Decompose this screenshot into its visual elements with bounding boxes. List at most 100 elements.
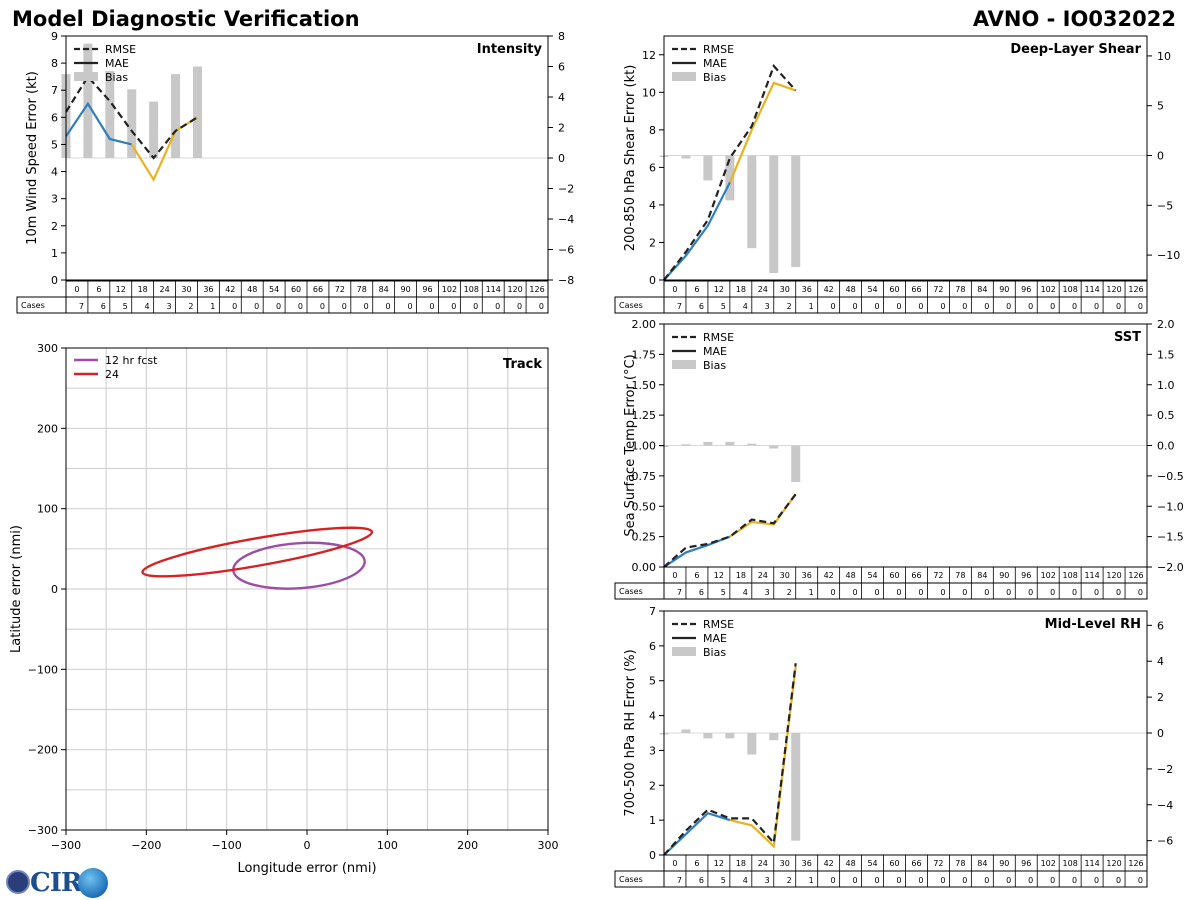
tau-label: 42: [824, 285, 834, 294]
case-count: 0: [874, 588, 879, 597]
y2-tick-label: 5: [1157, 100, 1164, 113]
tau-label: 84: [977, 859, 987, 868]
x-tick-label: 200: [457, 839, 478, 852]
case-count: 4: [743, 302, 748, 311]
tau-label: 90: [400, 285, 410, 294]
y-tick-label: 0: [51, 583, 58, 596]
cases-label: Cases: [21, 301, 45, 310]
cases-label-cell: [614, 582, 665, 600]
y-tick-label: 200: [37, 422, 58, 435]
case-count: 0: [831, 876, 836, 885]
bias-bar-12: [703, 441, 713, 446]
case-count: 0: [276, 302, 281, 311]
case-count: 0: [1094, 302, 1099, 311]
x-axis-label: Longitude error (nmi): [237, 861, 376, 876]
y-tick-label: 9: [51, 30, 58, 43]
tau-label: 6: [694, 859, 699, 868]
tau-label: 72: [335, 285, 345, 294]
tau-label: 108: [1063, 859, 1078, 868]
y2-tick-label: −4: [558, 213, 574, 226]
tau-label: 108: [1063, 571, 1078, 580]
case-count: 3: [166, 302, 171, 311]
case-count: 0: [451, 302, 456, 311]
case-count: 0: [1028, 588, 1033, 597]
tau-label: 48: [846, 571, 856, 580]
y-tick-label: 8: [51, 57, 58, 70]
case-count: 0: [232, 302, 237, 311]
tau-label: 102: [1041, 285, 1056, 294]
y2-tick-label: −5: [1157, 199, 1173, 212]
y-tick-label: −200: [28, 744, 58, 757]
x-tick-label: −100: [212, 839, 242, 852]
case-count: 0: [896, 876, 901, 885]
case-count: 1: [210, 302, 215, 311]
panel-title: Deep-Layer Shear: [1010, 42, 1141, 57]
mae-line-late: [729, 666, 797, 849]
case-count: 0: [896, 302, 901, 311]
case-count: 0: [984, 588, 989, 597]
tau-label: 66: [313, 285, 323, 294]
y2-tick-label: −2: [1157, 763, 1173, 776]
tau-label: 126: [1128, 285, 1143, 294]
bias-bar-18: [127, 89, 137, 158]
case-count: 0: [1094, 588, 1099, 597]
y-tick-label: 0.00: [632, 561, 657, 574]
tau-label: 6: [96, 285, 101, 294]
case-count: 0: [918, 302, 923, 311]
legend-mae-label: MAE: [703, 632, 727, 645]
page-title: Model Diagnostic Verification: [12, 7, 360, 31]
cases-table: Cases07661251842433023614204805406006607…: [614, 566, 1148, 600]
y-tick-label: 2: [649, 236, 656, 249]
mae-line-late: [729, 493, 797, 538]
tau-label: 60: [291, 285, 301, 294]
legend-rmse-label: RMSE: [703, 618, 734, 631]
y-tick-label: 4: [649, 710, 656, 723]
tau-label: 90: [999, 571, 1009, 580]
bias-bar-24: [149, 101, 159, 158]
tau-label: 54: [867, 285, 877, 294]
y-tick-label: 1: [649, 814, 656, 827]
y2-tick-label: 1.5: [1157, 348, 1175, 361]
case-count: 0: [1072, 588, 1077, 597]
case-count: 0: [831, 302, 836, 311]
tau-label: 42: [225, 285, 235, 294]
panel-title: Track: [503, 357, 542, 372]
case-count: 0: [1138, 302, 1143, 311]
case-count: 0: [940, 302, 945, 311]
x-tick-label: −200: [131, 839, 161, 852]
cases-table: Cases07661251842433023614204805406006607…: [614, 854, 1148, 888]
y2-tick-label: 4: [1157, 655, 1164, 668]
y2-tick-label: −6: [558, 244, 574, 257]
tau-label: 0: [74, 285, 79, 294]
case-count: 6: [101, 302, 106, 311]
legend-bias-label: Bias: [703, 646, 726, 659]
tau-label: 36: [802, 571, 812, 580]
y-axis-label: Latitude error (nmi): [9, 525, 24, 653]
tau-label: 30: [780, 571, 790, 580]
bias-bar-6: [681, 444, 691, 446]
tau-label: 108: [464, 285, 479, 294]
case-count: 0: [852, 302, 857, 311]
tau-label: 60: [889, 859, 899, 868]
tau-label: 0: [672, 571, 677, 580]
bias-bar-12: [703, 733, 713, 739]
case-count: 0: [940, 588, 945, 597]
case-count: 0: [517, 302, 522, 311]
case-count: 4: [743, 588, 748, 597]
case-count: 5: [123, 302, 128, 311]
bias-bar-12: [703, 155, 713, 181]
panel-title: Intensity: [477, 42, 543, 57]
tau-label: 78: [955, 285, 965, 294]
legend-bias-swatch: [74, 72, 98, 81]
bias-bar-30: [769, 155, 779, 274]
y2-tick-label: 0: [1157, 150, 1164, 163]
y2-tick-label: 6: [558, 61, 565, 74]
case-count: 0: [852, 876, 857, 885]
bias-bar-36: [192, 66, 202, 158]
y-tick-label: 6: [51, 111, 58, 124]
case-count: 0: [1050, 302, 1055, 311]
